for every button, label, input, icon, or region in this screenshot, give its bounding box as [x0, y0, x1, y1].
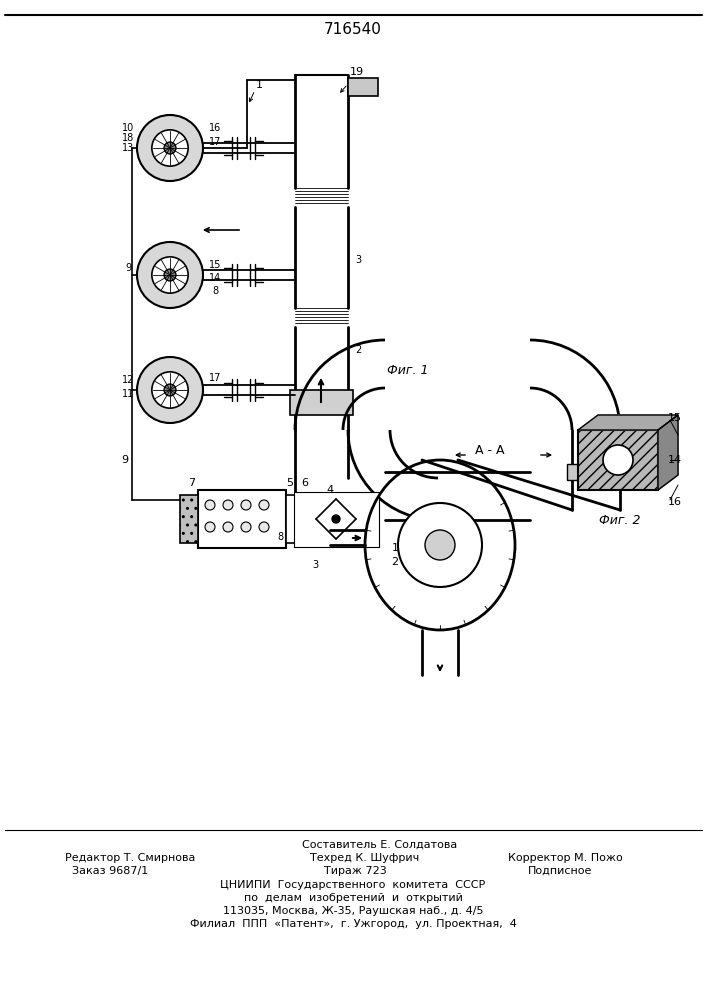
Text: 16: 16 — [209, 123, 221, 133]
Text: по  делам  изобретений  и  открытий: по делам изобретений и открытий — [244, 893, 462, 903]
Text: 3: 3 — [355, 255, 361, 265]
Circle shape — [332, 515, 340, 523]
Text: 15: 15 — [209, 260, 221, 270]
Text: 19: 19 — [350, 67, 364, 77]
Circle shape — [152, 257, 188, 293]
Text: 16: 16 — [668, 497, 682, 507]
Circle shape — [603, 445, 633, 475]
Text: 11: 11 — [122, 389, 134, 399]
Text: 12: 12 — [122, 375, 134, 385]
Circle shape — [259, 500, 269, 510]
Circle shape — [425, 530, 455, 560]
Text: 1: 1 — [255, 80, 262, 90]
Text: 8: 8 — [277, 532, 283, 542]
Text: ЦНИИПИ  Государственного  комитета  СССР: ЦНИИПИ Государственного комитета СССР — [221, 880, 486, 890]
Circle shape — [164, 269, 176, 281]
Text: Фиг. 1: Фиг. 1 — [387, 363, 428, 376]
Circle shape — [152, 372, 188, 408]
Circle shape — [205, 522, 215, 532]
Circle shape — [398, 503, 482, 587]
Circle shape — [164, 142, 176, 154]
Circle shape — [137, 357, 203, 423]
Polygon shape — [578, 415, 678, 430]
Text: 5: 5 — [286, 478, 293, 488]
Text: Корректор М. Пожо: Корректор М. Пожо — [508, 853, 622, 863]
Circle shape — [241, 522, 251, 532]
Text: 9: 9 — [122, 455, 129, 465]
Text: 4: 4 — [327, 485, 334, 495]
Text: 17: 17 — [209, 373, 221, 383]
Text: 9: 9 — [125, 263, 131, 273]
Text: 17: 17 — [209, 137, 221, 147]
Bar — [180, 495, 198, 543]
Text: 14: 14 — [209, 273, 221, 283]
Text: 1: 1 — [392, 543, 399, 553]
Text: 6: 6 — [301, 478, 308, 488]
Circle shape — [259, 522, 269, 532]
Circle shape — [304, 503, 318, 517]
Text: Составитель Е. Солдатова: Составитель Е. Солдатова — [303, 840, 457, 850]
Bar — [290, 390, 353, 415]
Circle shape — [152, 130, 188, 166]
Text: Техред К. Шуфрич: Техред К. Шуфрич — [310, 853, 420, 863]
Text: 2: 2 — [355, 345, 361, 355]
Text: 10: 10 — [122, 123, 134, 133]
Bar — [198, 490, 286, 548]
Text: Тираж 723: Тираж 723 — [324, 866, 386, 876]
Circle shape — [304, 521, 318, 535]
Text: Фиг. 2: Фиг. 2 — [600, 514, 641, 526]
Text: 716540: 716540 — [324, 22, 382, 37]
Text: Филиал  ППП  «Патент»,  г. Ужгород,  ул. Проектная,  4: Филиал ППП «Патент», г. Ужгород, ул. Про… — [189, 919, 516, 929]
Text: 2: 2 — [392, 557, 399, 567]
Circle shape — [137, 115, 203, 181]
Bar — [294, 492, 379, 547]
Circle shape — [164, 384, 176, 396]
Text: 15: 15 — [668, 413, 682, 423]
Text: 113035, Москва, Ж-35, Раушская наб., д. 4/5: 113035, Москва, Ж-35, Раушская наб., д. … — [223, 906, 484, 916]
Text: 14: 14 — [668, 455, 682, 465]
Text: Подписное: Подписное — [528, 866, 592, 876]
Text: 3: 3 — [312, 560, 318, 570]
Bar — [578, 430, 658, 490]
Text: 7: 7 — [189, 478, 196, 488]
Text: 8: 8 — [212, 286, 218, 296]
Bar — [348, 78, 378, 96]
Bar — [567, 464, 625, 480]
Bar — [286, 495, 301, 543]
Text: 18: 18 — [122, 133, 134, 143]
Circle shape — [241, 500, 251, 510]
Text: Заказ 9687/1: Заказ 9687/1 — [72, 866, 148, 876]
Text: А - А: А - А — [475, 444, 505, 456]
Text: Редактор Т. Смирнова: Редактор Т. Смирнова — [65, 853, 195, 863]
Text: 13: 13 — [122, 143, 134, 153]
Polygon shape — [658, 415, 678, 490]
Circle shape — [205, 500, 215, 510]
Circle shape — [223, 500, 233, 510]
Circle shape — [137, 242, 203, 308]
Circle shape — [223, 522, 233, 532]
